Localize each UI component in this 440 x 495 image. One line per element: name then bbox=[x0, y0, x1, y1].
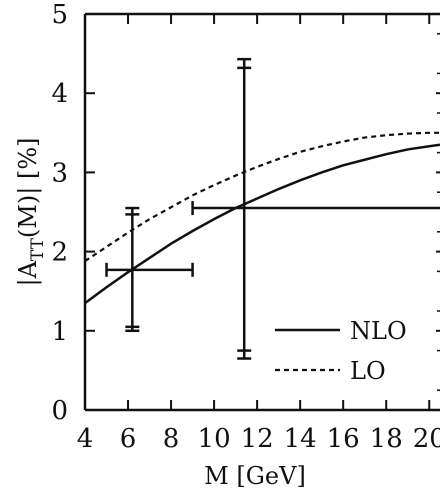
error-bars bbox=[105, 57, 440, 360]
axis-ticks bbox=[84, 13, 440, 411]
legend-label-nlo: NLO bbox=[350, 317, 407, 345]
x-axis-title: M [GeV] bbox=[204, 462, 306, 490]
y-tick-label: 3 bbox=[51, 158, 68, 188]
x-tick-label: 12 bbox=[241, 424, 274, 454]
x-tick-label: 8 bbox=[163, 424, 180, 454]
error-point bbox=[191, 57, 440, 360]
y-axis-title-pre: |A bbox=[14, 260, 43, 286]
y-tick-label: 1 bbox=[51, 317, 68, 347]
legend-label-lo: LO bbox=[350, 357, 386, 385]
series-layer bbox=[84, 131, 440, 305]
x-tick-label: 10 bbox=[198, 424, 231, 454]
x-tick-label: 6 bbox=[120, 424, 137, 454]
plot-frame bbox=[83, 12, 440, 412]
legend: NLO LO bbox=[275, 317, 407, 385]
y-tick-label: 5 bbox=[51, 0, 68, 30]
x-tick-label: 20 bbox=[413, 424, 440, 454]
y-axis-title-post: (M)| [%] bbox=[14, 138, 43, 239]
x-tick-label: 16 bbox=[327, 424, 360, 454]
y-axis-title: |ATT(M)| [%] bbox=[14, 138, 48, 287]
x-tick-label: 4 bbox=[77, 424, 94, 454]
series-line-nlo bbox=[84, 143, 440, 305]
y-tick-label: 0 bbox=[51, 396, 68, 426]
x-tick-label: 14 bbox=[284, 424, 317, 454]
y-tick-label: 2 bbox=[51, 238, 68, 268]
series-line-lo bbox=[84, 131, 440, 263]
y-axis-title-sub: TT bbox=[28, 237, 48, 261]
y-tick-label: 4 bbox=[51, 79, 68, 109]
error-point bbox=[105, 206, 194, 333]
x-tick-label: 18 bbox=[370, 424, 403, 454]
